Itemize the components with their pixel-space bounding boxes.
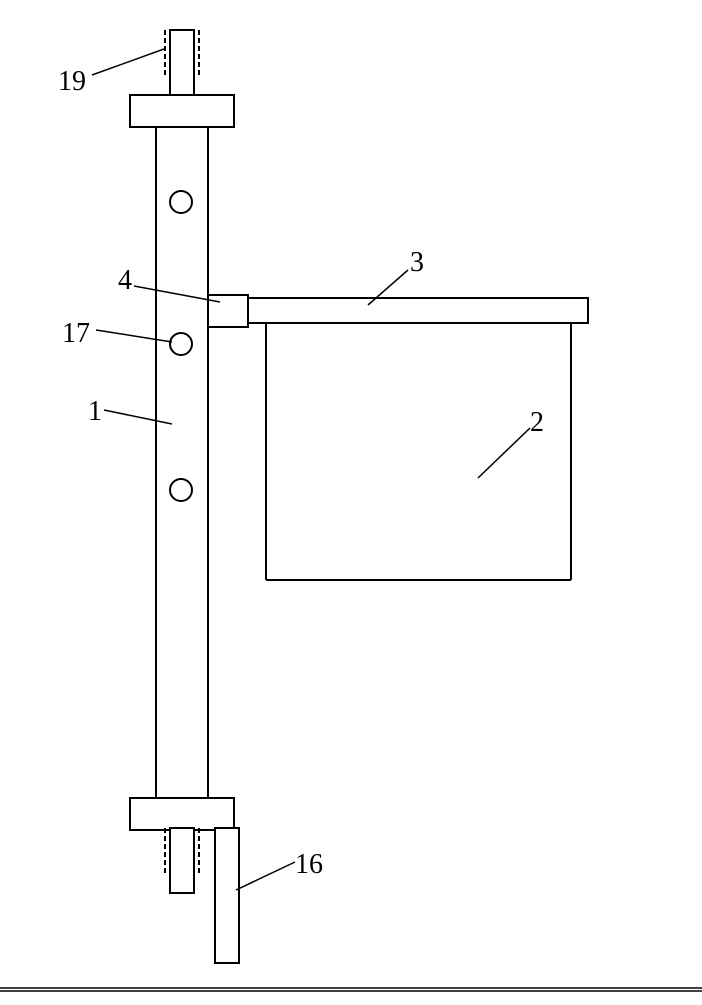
diagram-svg [0, 0, 702, 1000]
callout-label-19: 19 [58, 66, 86, 98]
callout-label-4: 4 [118, 265, 132, 297]
callout-label-2: 2 [530, 407, 544, 439]
callout-label-16: 16 [295, 849, 323, 881]
callout-label-1: 1 [88, 396, 102, 428]
callout-label-17: 17 [62, 318, 90, 350]
callout-label-3: 3 [410, 247, 424, 279]
technical-diagram [0, 0, 702, 1000]
